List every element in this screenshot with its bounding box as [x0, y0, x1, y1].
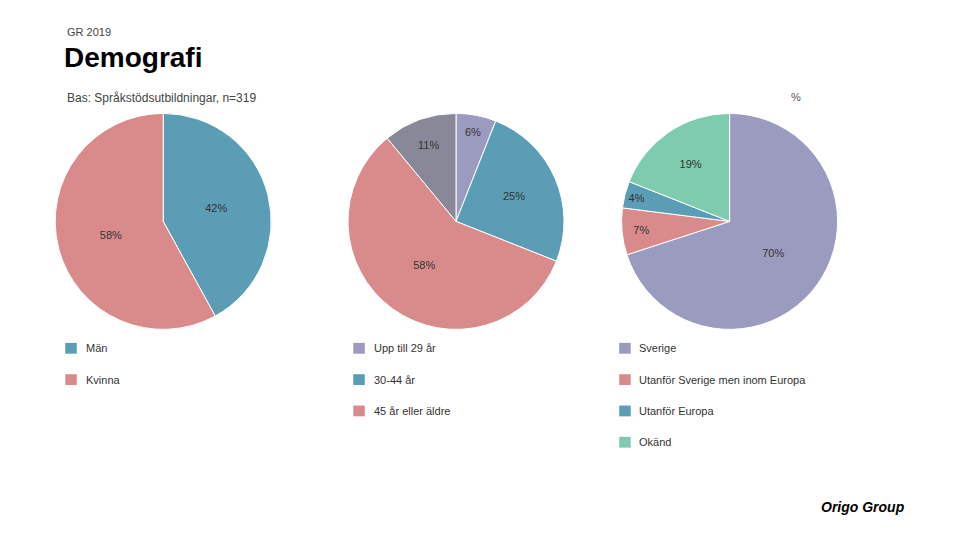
svg-text:Upp till 29 år: Upp till 29 år [374, 342, 436, 354]
svg-text:6%: 6% [465, 126, 481, 138]
svg-text:Utanför Europa: Utanför Europa [639, 405, 714, 417]
svg-text:58%: 58% [413, 259, 435, 271]
svg-text:Män: Män [86, 342, 107, 354]
svg-text:42%: 42% [205, 202, 227, 214]
svg-text:30-44 år: 30-44 år [374, 374, 415, 386]
svg-text:7%: 7% [633, 224, 649, 236]
svg-text:70%: 70% [762, 247, 784, 259]
svg-text:Bas: Språkstödsutbildningar, n: Bas: Språkstödsutbildningar, n=319 [67, 91, 256, 105]
svg-text:11%: 11% [418, 139, 439, 151]
svg-text:Demografi: Demografi [64, 42, 202, 73]
svg-text:%: % [791, 91, 801, 103]
svg-text:25%: 25% [503, 190, 525, 202]
svg-text:4%: 4% [629, 192, 645, 204]
svg-text:Sverige: Sverige [639, 342, 676, 354]
svg-text:Origo Group: Origo Group [821, 499, 905, 515]
svg-text:Kvinna: Kvinna [86, 374, 121, 386]
svg-text:Okänd: Okänd [639, 436, 671, 448]
svg-text:Utanför Sverige men inom Europ: Utanför Sverige men inom Europa [639, 374, 806, 386]
svg-text:GR 2019: GR 2019 [67, 26, 111, 38]
svg-text:19%: 19% [680, 158, 702, 170]
svg-text:58%: 58% [100, 229, 122, 241]
svg-text:45 år eller äldre: 45 år eller äldre [374, 405, 450, 417]
